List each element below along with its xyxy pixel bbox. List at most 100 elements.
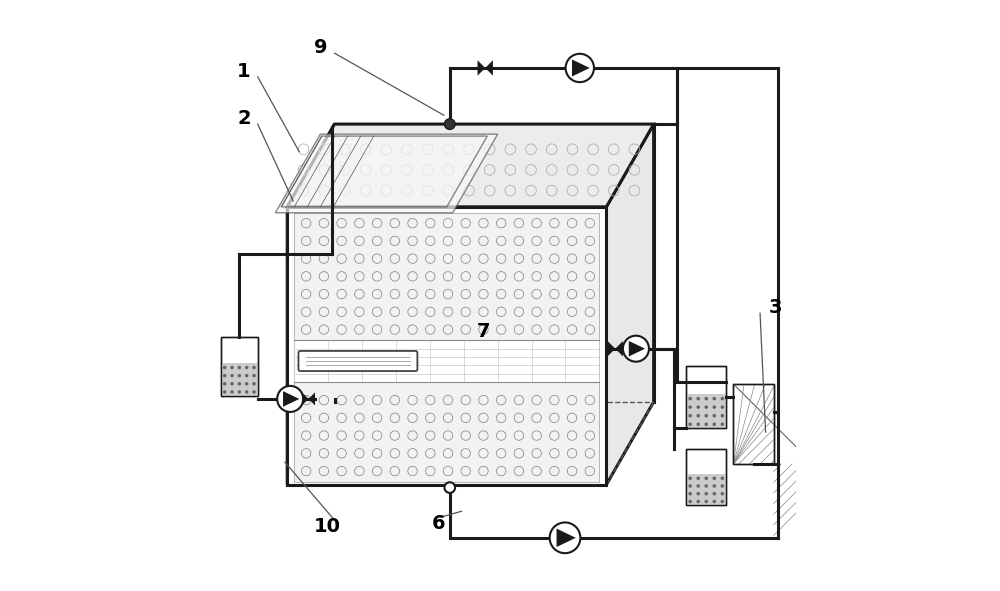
- Circle shape: [704, 484, 708, 488]
- Bar: [294, 382, 599, 482]
- Polygon shape: [287, 207, 606, 485]
- Bar: [294, 213, 599, 340]
- Circle shape: [688, 499, 692, 503]
- Circle shape: [230, 374, 234, 378]
- Bar: [686, 475, 726, 505]
- Circle shape: [252, 366, 256, 369]
- Circle shape: [721, 405, 724, 409]
- Circle shape: [721, 476, 724, 480]
- Circle shape: [713, 405, 716, 409]
- Circle shape: [688, 484, 692, 488]
- Circle shape: [252, 390, 256, 394]
- Circle shape: [696, 499, 700, 503]
- Circle shape: [223, 382, 226, 385]
- Circle shape: [696, 423, 700, 426]
- Polygon shape: [287, 124, 335, 485]
- Circle shape: [238, 390, 241, 394]
- Circle shape: [223, 390, 226, 394]
- Circle shape: [721, 492, 724, 495]
- Circle shape: [245, 390, 248, 394]
- Circle shape: [444, 119, 455, 129]
- Circle shape: [550, 522, 580, 553]
- Text: 2: 2: [237, 109, 251, 128]
- Circle shape: [444, 482, 455, 493]
- Bar: [686, 449, 726, 505]
- Circle shape: [277, 386, 303, 412]
- Bar: [686, 366, 726, 428]
- Polygon shape: [557, 528, 576, 547]
- Circle shape: [245, 366, 248, 369]
- Circle shape: [688, 405, 692, 409]
- Polygon shape: [283, 391, 299, 407]
- Circle shape: [230, 366, 234, 369]
- Circle shape: [704, 499, 708, 503]
- Circle shape: [696, 492, 700, 495]
- Polygon shape: [629, 341, 645, 356]
- Polygon shape: [615, 341, 623, 356]
- Circle shape: [238, 374, 241, 378]
- Circle shape: [704, 492, 708, 495]
- Polygon shape: [572, 60, 590, 76]
- Polygon shape: [275, 134, 498, 213]
- Text: 1: 1: [237, 62, 251, 81]
- Circle shape: [713, 499, 716, 503]
- Polygon shape: [485, 60, 493, 76]
- Polygon shape: [606, 124, 654, 485]
- Circle shape: [696, 397, 700, 400]
- Circle shape: [252, 374, 256, 378]
- Bar: [686, 449, 726, 505]
- Circle shape: [223, 374, 226, 378]
- Circle shape: [704, 476, 708, 480]
- FancyBboxPatch shape: [298, 351, 417, 371]
- Circle shape: [245, 382, 248, 385]
- Circle shape: [721, 414, 724, 417]
- Bar: [221, 337, 258, 396]
- Circle shape: [238, 382, 241, 385]
- Circle shape: [688, 423, 692, 426]
- Circle shape: [688, 414, 692, 417]
- Polygon shape: [478, 60, 485, 76]
- Circle shape: [696, 405, 700, 409]
- Circle shape: [721, 397, 724, 400]
- Circle shape: [713, 414, 716, 417]
- Circle shape: [713, 484, 716, 488]
- Circle shape: [252, 382, 256, 385]
- Polygon shape: [302, 392, 309, 405]
- Text: 6: 6: [432, 514, 446, 533]
- Circle shape: [696, 476, 700, 480]
- Circle shape: [566, 54, 594, 82]
- Circle shape: [713, 476, 716, 480]
- Polygon shape: [309, 392, 315, 405]
- Text: 9: 9: [314, 38, 327, 57]
- Circle shape: [704, 397, 708, 400]
- Circle shape: [704, 423, 708, 426]
- Text: 3: 3: [769, 298, 782, 317]
- Circle shape: [696, 484, 700, 488]
- Bar: [686, 394, 726, 428]
- Circle shape: [623, 336, 649, 362]
- Circle shape: [713, 423, 716, 426]
- Circle shape: [688, 492, 692, 495]
- Circle shape: [230, 390, 234, 394]
- Circle shape: [721, 484, 724, 488]
- Bar: [221, 363, 258, 396]
- Polygon shape: [335, 124, 654, 402]
- Circle shape: [713, 492, 716, 495]
- Bar: [294, 340, 599, 382]
- Bar: [733, 384, 774, 464]
- Polygon shape: [287, 124, 654, 207]
- Circle shape: [704, 405, 708, 409]
- Circle shape: [704, 414, 708, 417]
- Circle shape: [230, 382, 234, 385]
- Polygon shape: [608, 341, 615, 356]
- Bar: [686, 366, 726, 428]
- Circle shape: [721, 499, 724, 503]
- Circle shape: [721, 423, 724, 426]
- Circle shape: [713, 397, 716, 400]
- Circle shape: [245, 374, 248, 378]
- Circle shape: [223, 366, 226, 369]
- Bar: [221, 337, 258, 396]
- Circle shape: [688, 476, 692, 480]
- Text: 10: 10: [314, 517, 341, 536]
- Bar: [733, 384, 774, 464]
